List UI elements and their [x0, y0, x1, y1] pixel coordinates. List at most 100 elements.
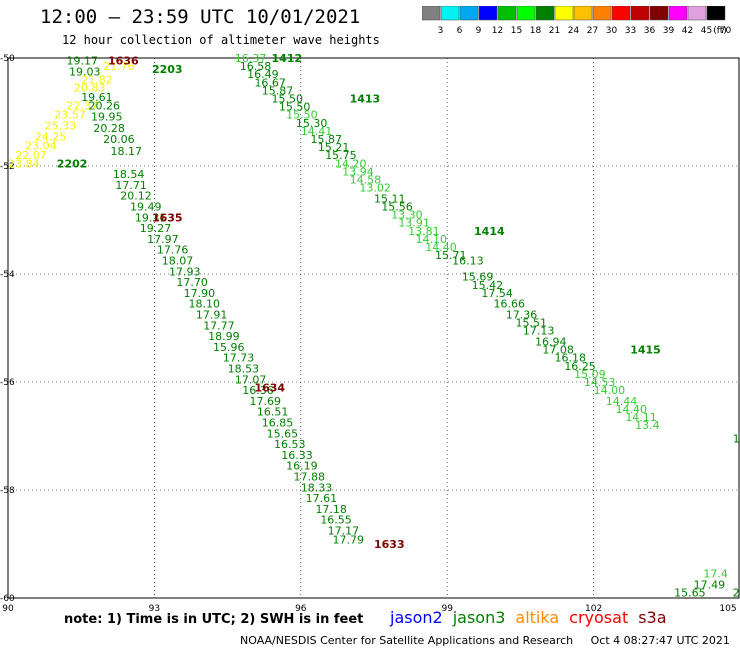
lat-tick-label: -58	[0, 486, 15, 496]
legend-label: 33	[625, 26, 636, 36]
swh-observation: 17.49	[694, 579, 726, 592]
footer-note: note: 1) Time is in UTC; 2) SWH is in fe…	[64, 612, 364, 627]
swh-observation: 16.55	[320, 514, 352, 527]
swh-observation: 17.54	[481, 287, 513, 300]
legend-swatch	[611, 6, 631, 21]
swh-observation: 22.37	[67, 100, 99, 113]
legend-label: 45	[701, 26, 712, 36]
legend-label: 30	[606, 26, 618, 36]
swh-observation: 18.17	[110, 145, 142, 158]
swh-observation: 19.17	[67, 55, 99, 68]
swh-observation: 16.37	[235, 52, 266, 65]
swh-observation: 17.4	[703, 568, 728, 581]
legend-swatch	[687, 6, 707, 21]
swh-observation: 15.50	[279, 101, 311, 114]
satellite-altika: altika	[515, 608, 560, 627]
swh-observation: 19.27	[140, 222, 172, 235]
swh-observation: 25.33	[45, 120, 77, 133]
swh-observation: 17.08	[542, 344, 574, 357]
legend-label: 27	[587, 26, 598, 36]
pass-time-label: 2203	[152, 63, 183, 76]
swh-observation: 17.79	[333, 534, 365, 547]
swh-observation: 17.71	[115, 179, 147, 192]
swh-observation: 17.93	[169, 265, 201, 278]
pass-time-label: 1633	[374, 538, 405, 551]
footer-credit: NOAA/NESDIS Center for Satellite Applica…	[240, 634, 740, 647]
swh-observation: 18.54	[113, 168, 145, 181]
legend-label: 15	[511, 26, 522, 36]
color-legend: 3 6 9 12 15 18 21 24 27 30 33 36 39 42 45 70(ft)	[422, 6, 732, 36]
swh-observation: 16.49	[247, 68, 279, 81]
swh-observation: 16.18	[555, 352, 587, 365]
swh-observation: 13.94	[342, 165, 374, 178]
swh-observation: 20.06	[103, 133, 135, 146]
legend-swatch	[459, 6, 479, 21]
swh-observation: 16.53	[274, 438, 306, 451]
map-frame	[7, 57, 740, 599]
swh-observation: 14.20	[335, 157, 367, 170]
legend-swatch	[516, 6, 536, 21]
legend-swatch	[440, 6, 460, 21]
swh-observation: 15.11	[374, 192, 406, 205]
legend-swatch	[668, 6, 688, 21]
legend-label: 6	[457, 26, 463, 36]
pass-time-label: 1634	[254, 381, 285, 394]
swh-observation: 16.85	[262, 417, 294, 430]
legend-swatch	[649, 6, 669, 21]
legend-swatch	[706, 6, 726, 21]
swh-observation: 20.28	[93, 122, 125, 135]
pass-time-label: 1412	[272, 52, 303, 65]
swh-observation: 16.94	[535, 336, 567, 349]
swh-observation: 18.07	[162, 255, 194, 268]
legend-swatch	[573, 6, 593, 21]
swh-observation: 17.18	[315, 503, 347, 516]
swh-observation: 13.91	[398, 217, 430, 230]
lat-tick-label: -60	[0, 594, 15, 604]
swh-observation: 16.51	[257, 406, 289, 419]
lon-tick-label: 96	[295, 604, 307, 614]
pass-time-label: 1415	[630, 344, 661, 357]
lat-tick-label: -56	[0, 378, 15, 388]
page-title: 12:00 – 23:59 UTC 10/01/2021	[40, 6, 361, 28]
swh-observation: 17.97	[147, 233, 179, 246]
pass-time-label: 2202	[57, 157, 88, 170]
lat-tick-label: -54	[0, 270, 15, 280]
swh-observation: 14.40	[616, 403, 648, 416]
swh-observation: 14.41	[301, 125, 333, 138]
swh-observation: 17.36	[506, 309, 538, 322]
swh-observation: 17.13	[523, 325, 555, 338]
swh-observation: 15.75	[325, 149, 357, 162]
swh-observation: 21.82	[81, 74, 113, 87]
swh-observation: 23.04	[25, 139, 57, 152]
swh-observation: 15.87	[311, 133, 343, 146]
swh-observation: 17.07	[235, 373, 266, 386]
legend-label: 70	[720, 26, 732, 36]
credit-timestamp: Oct 4 08:27:47 UTC 2021	[590, 634, 730, 647]
lat-tick-label: -50	[0, 54, 15, 64]
legend-label: 18	[530, 26, 542, 36]
swh-observation: 15.65	[674, 587, 706, 600]
satellite-jason2: jason2	[390, 608, 443, 627]
legend-swatch	[535, 6, 555, 21]
legend-swatch	[478, 6, 498, 21]
swh-observation: 19.31	[135, 211, 167, 224]
legend-swatch	[497, 6, 517, 21]
swh-observation: 18.99	[208, 330, 240, 343]
satellite-cryosat: cryosat	[569, 608, 629, 627]
satellite-s3a: s3a	[638, 608, 667, 627]
swh-observation: 22.07	[15, 149, 47, 162]
legend-swatch	[630, 6, 650, 21]
swh-observation: 18.53	[228, 363, 260, 376]
swh-observation: 14.11	[625, 411, 657, 424]
swh-observation: 20.83	[74, 82, 106, 95]
legend-swatch	[554, 6, 574, 21]
swh-observation: 19.49	[130, 201, 162, 214]
lat-tick-label: -52	[0, 162, 15, 172]
swh-observation: 17.70	[176, 276, 208, 289]
swh-observation: 15.65	[267, 427, 299, 440]
swh-observation: 15.21	[318, 141, 350, 154]
legend-label: 9	[476, 26, 482, 36]
swh-observation: 19.61	[81, 91, 113, 104]
swh-observation: 15.51	[516, 317, 548, 330]
